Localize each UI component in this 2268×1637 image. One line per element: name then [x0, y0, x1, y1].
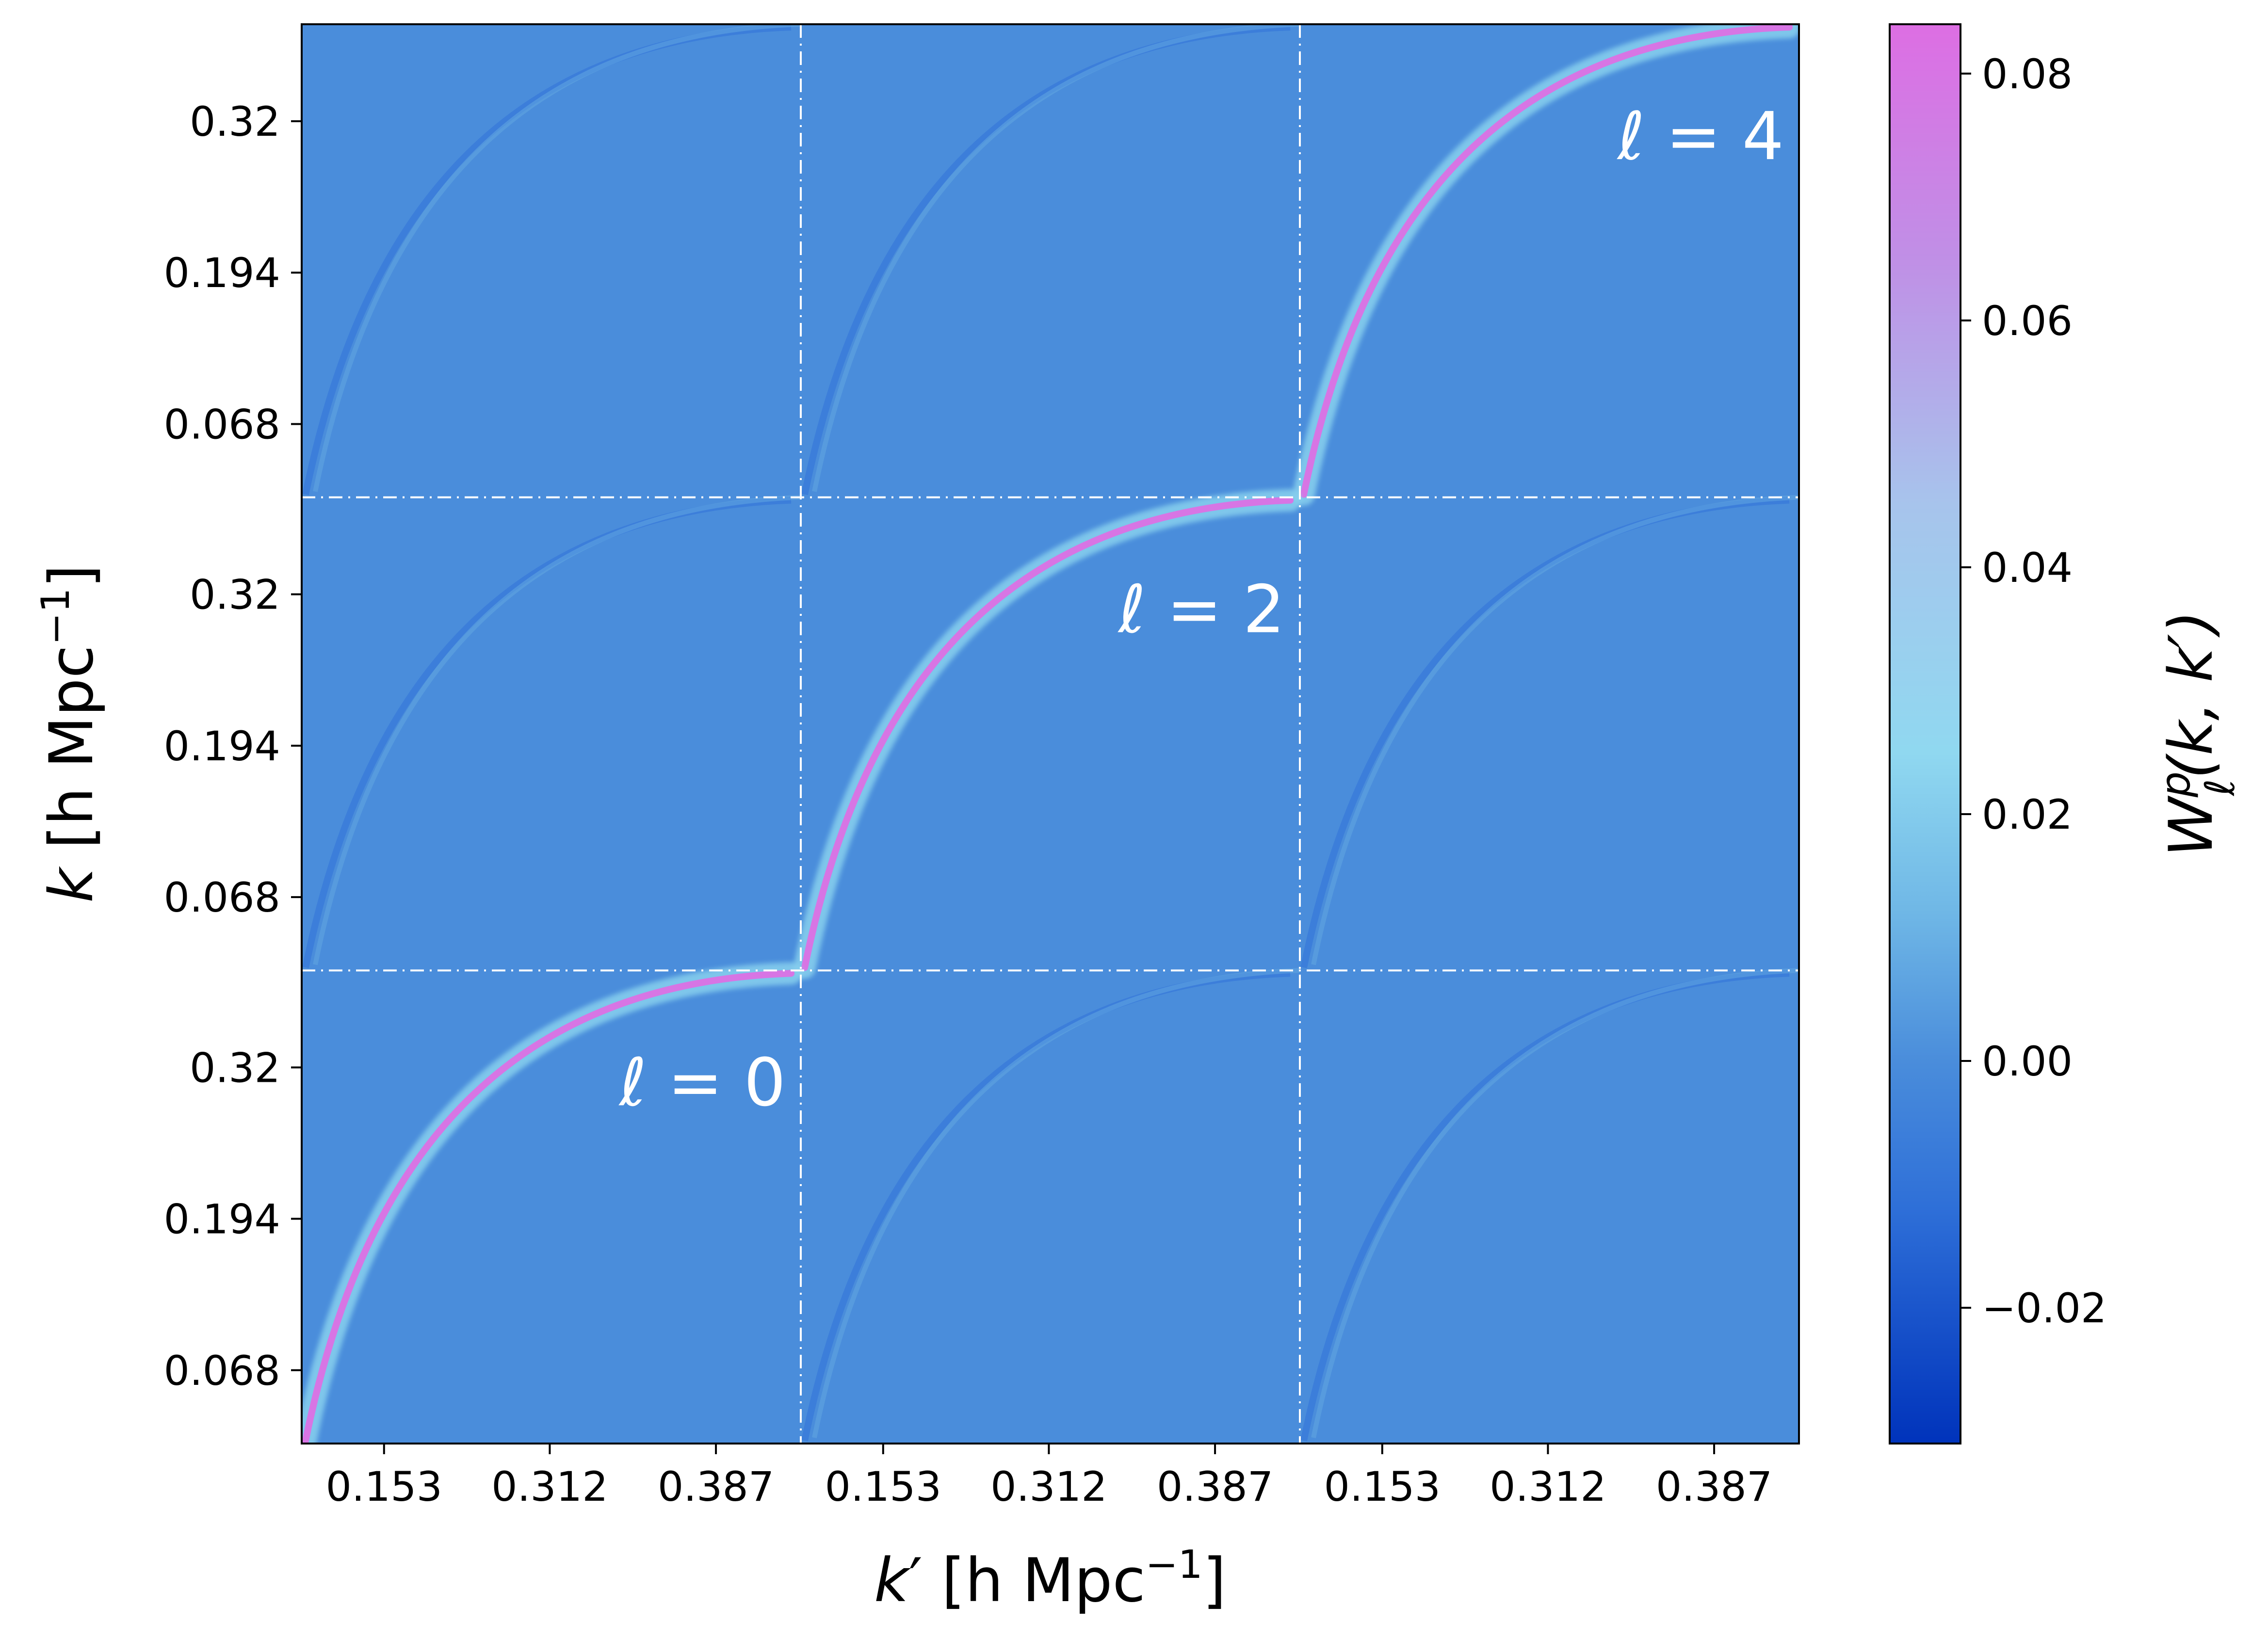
offdiagonal-arc-ripple	[313, 495, 801, 965]
diagonal-arc-peak	[801, 497, 1294, 971]
panel-label-l2: ℓ = 2	[1118, 572, 1285, 648]
x-axis-title: k′ [h Mpc−1]	[874, 1542, 1226, 1616]
y-tick-label: 0.068	[164, 401, 280, 448]
colorbar-tick-label: 0.02	[1982, 791, 2073, 838]
offdiagonal-arc-ripple	[1311, 495, 1799, 965]
y-tick-label: 0.32	[190, 571, 280, 619]
colorbar-title: Wpℓ(k, k′)	[2152, 610, 2244, 857]
y-axis-title-unit: [h Mpc	[37, 645, 107, 868]
colorbar-tick-label: 0.06	[1982, 297, 2073, 345]
colorbar-tick-label: −0.02	[1982, 1284, 2106, 1332]
colorbar: −0.02 0.00 0.02 0.04 0.06 0.08 Wpℓ(k, k′)	[1889, 23, 2244, 1444]
x-axis-ticks: 0.153 0.312 0.387 0.153 0.312 0.387 0.153 0.312…	[326, 1444, 1772, 1510]
heatmap-plot-area	[302, 24, 1799, 1444]
x-axis-title-unit: [h Mpc	[923, 1546, 1146, 1616]
y-tick-label: 0.194	[164, 249, 280, 297]
y-tick-label: 0.194	[164, 1196, 280, 1243]
x-tick-label: 0.312	[1490, 1463, 1606, 1510]
x-tick-label: 0.312	[990, 1463, 1107, 1510]
plot-frame	[301, 23, 1800, 1444]
y-tick-label: 0.32	[190, 98, 280, 145]
colorbar-frame	[1889, 23, 1961, 1444]
offdiagonal-arc-ripple	[812, 24, 1300, 492]
offdiagonal-arc-ripple	[1311, 968, 1799, 1439]
y-axis-title: k [h Mpc−1]	[33, 564, 107, 903]
y-axis-ticks: 0.32 0.194 0.068 0.32 0.194 0.068 0.32 0.194 0.0…	[164, 98, 302, 1395]
x-tick-label: 0.387	[1656, 1463, 1772, 1510]
x-tick-label: 0.387	[658, 1463, 774, 1510]
colorbar-ticks: −0.02 0.00 0.02 0.04 0.06 0.08	[1960, 50, 2106, 1332]
colorbar-title-sup: p	[2152, 771, 2199, 798]
y-tick-label: 0.068	[164, 1347, 280, 1395]
x-tick-label: 0.153	[825, 1463, 941, 1510]
colorbar-tick-label: 0.00	[1982, 1038, 2073, 1085]
y-axis-title-close: ]	[37, 564, 107, 588]
panel-labels: ℓ = 0 ℓ = 2 ℓ = 4	[618, 98, 1784, 1121]
x-axis-title-symbol: k	[874, 1546, 911, 1616]
colorbar-title-symbol: W	[2156, 795, 2226, 857]
y-tick-label: 0.194	[164, 722, 280, 770]
block-separators	[302, 24, 1799, 1444]
colorbar-gradient	[1890, 24, 1960, 1444]
diagonal-arc-peak	[302, 970, 794, 1444]
x-axis-title-close: ]	[1203, 1546, 1226, 1616]
colorbar-title-sub: ℓ	[2196, 779, 2244, 797]
y-axis-title-symbol: k	[37, 866, 107, 903]
x-tick-label: 0.312	[491, 1463, 608, 1510]
y-tick-label: 0.068	[164, 874, 280, 921]
panel-label-l0: ℓ = 0	[618, 1044, 786, 1121]
panel-label-l4: ℓ = 4	[1617, 98, 1784, 175]
colorbar-tick-label: 0.04	[1982, 544, 2073, 592]
y-tick-label: 0.32	[190, 1044, 280, 1091]
x-tick-label: 0.387	[1157, 1463, 1273, 1510]
offdiagonal-arc-ripple	[812, 968, 1300, 1439]
x-tick-label: 0.153	[326, 1463, 442, 1510]
y-axis-title-exponent: −1	[33, 588, 78, 645]
colorbar-title-args: (k, k′)	[2156, 610, 2226, 779]
heatmap-background	[302, 24, 1799, 1444]
diagonal-arc-peak	[1300, 24, 1793, 498]
x-axis-title-exponent: −1	[1146, 1542, 1203, 1587]
x-tick-label: 0.153	[1324, 1463, 1441, 1510]
x-axis-title-prime: ′	[909, 1546, 923, 1616]
colorbar-tick-label: 0.08	[1982, 50, 2073, 98]
offdiagonal-arc-ripple	[313, 24, 801, 492]
